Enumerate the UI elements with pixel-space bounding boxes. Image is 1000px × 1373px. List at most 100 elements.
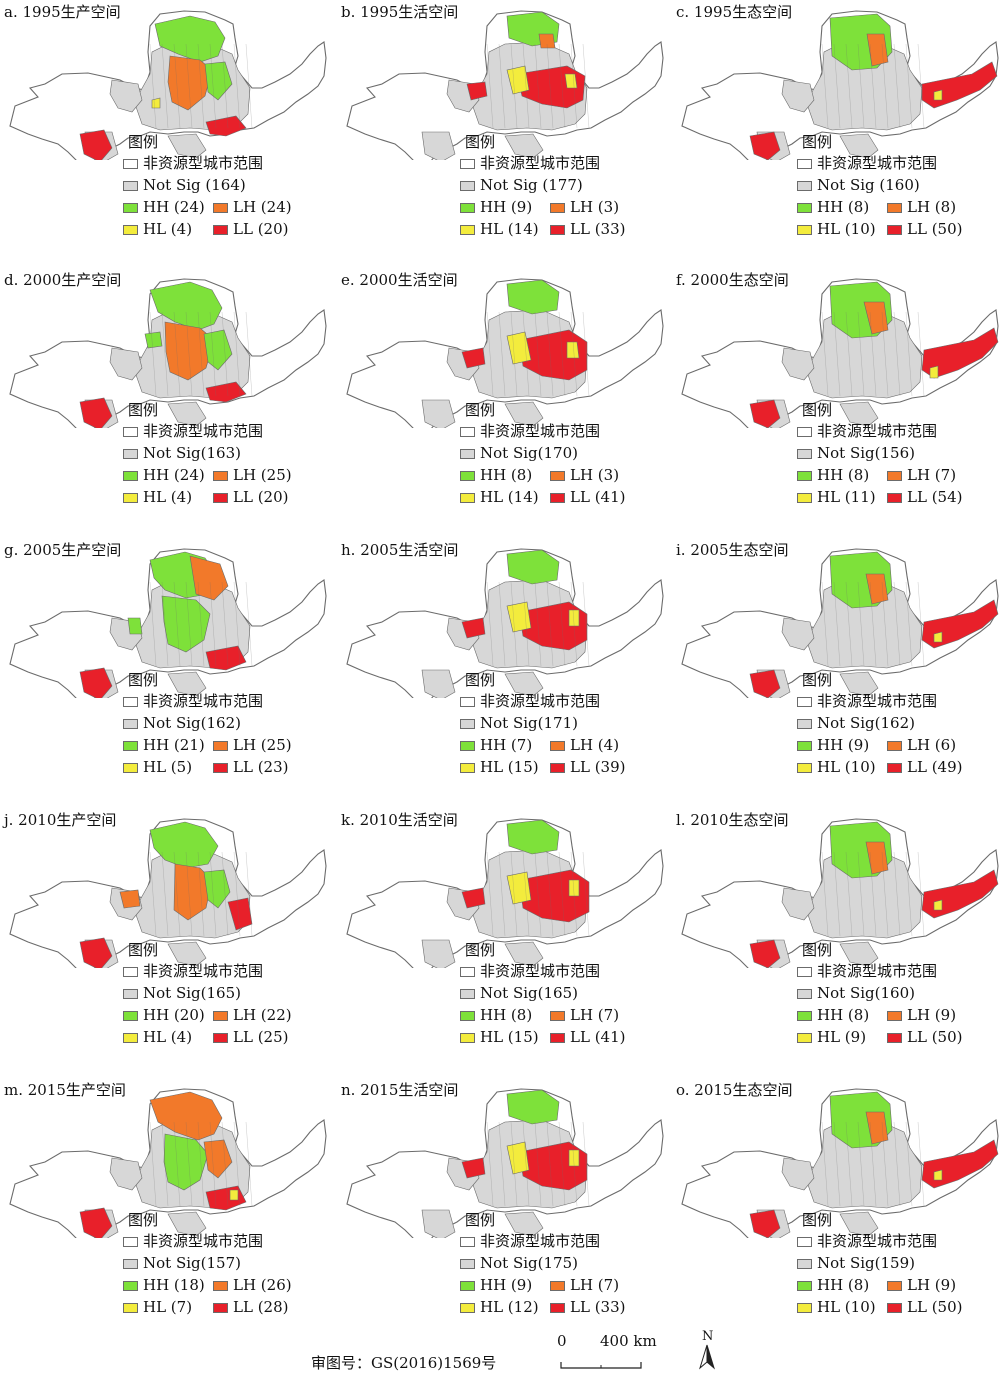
legend-ll-label: LL (25)	[233, 1028, 289, 1046]
cluster-ll-region	[79, 667, 113, 698]
legend-lh-swatch	[213, 741, 228, 751]
legend-hh: HH (8)	[460, 1005, 532, 1025]
legend-non-resource-label: 非资源型城市范围	[817, 692, 938, 710]
legend-hl: HL (10)	[797, 219, 876, 239]
legend-ll-swatch	[213, 493, 228, 503]
legend-hl-label: HL (10)	[817, 1298, 876, 1316]
legend-not-sig: Not Sig(165)	[460, 983, 578, 1003]
legend-lh-swatch	[887, 1011, 902, 1021]
legend-hh-label: HH (9)	[480, 1276, 533, 1294]
cluster-lh-region	[863, 301, 889, 335]
legend-lh: LH (7)	[550, 1005, 619, 1025]
legend-not-sig-swatch	[797, 1259, 812, 1269]
panel-title: o. 2015生态空间	[676, 1081, 793, 1099]
not-sig-region	[167, 133, 207, 159]
legend-hl: HL (4)	[123, 219, 192, 239]
not-sig-region	[839, 401, 879, 427]
legend-hh-swatch	[797, 203, 812, 213]
legend-hl-swatch	[123, 1303, 138, 1313]
legend-not-sig: Not Sig(156)	[797, 443, 915, 463]
north-arrow-icon: N	[695, 1329, 719, 1370]
legend-hl-label: HL (5)	[143, 758, 193, 776]
legend-non-resource-label: 非资源型城市范围	[480, 1232, 601, 1250]
legend-not-sig-swatch	[797, 989, 812, 999]
legend-lh: LH (25)	[213, 465, 292, 485]
legend-non-resource-label: 非资源型城市范围	[143, 962, 264, 980]
legend-ll: LL (33)	[550, 1297, 625, 1317]
legend-hh-swatch	[123, 1011, 138, 1021]
panel-title: a. 1995生产空间	[4, 3, 121, 21]
legend-ll-swatch	[213, 1303, 228, 1313]
cluster-ll-region	[466, 81, 488, 101]
legend-lh: LH (9)	[887, 1005, 956, 1025]
legend-hl-label: HL (11)	[817, 488, 876, 506]
cluster-ll-region	[79, 937, 113, 968]
legend-heading: 图例	[128, 133, 159, 151]
legend-ll-swatch	[213, 225, 228, 235]
legend-hh-label: HH (24)	[143, 466, 205, 484]
legend-hh: HH (9)	[460, 197, 532, 217]
legend-hh-swatch	[460, 1281, 475, 1291]
not-sig-region	[109, 79, 143, 113]
legend-hl-swatch	[460, 763, 475, 773]
legend-lh-label: LH (26)	[233, 1276, 292, 1294]
legend-hl: HL (4)	[123, 487, 192, 507]
legend-hh-swatch	[797, 1011, 812, 1021]
legend-not-sig-swatch	[123, 1259, 138, 1269]
legend-ll-label: LL (50)	[907, 1028, 963, 1046]
legend-heading: 图例	[802, 1211, 833, 1229]
legend-hh-label: HH (9)	[817, 736, 870, 754]
panel-title: b. 1995生活空间	[341, 3, 459, 21]
legend-non-resource-swatch	[123, 159, 138, 169]
legend-not-sig-label: Not Sig(175)	[480, 1254, 578, 1272]
legend-ll: LL (50)	[887, 219, 962, 239]
legend-non-resource: 非资源型城市范围	[460, 421, 600, 441]
scale-bar-graphic	[560, 1362, 642, 1369]
not-sig-region	[504, 133, 544, 159]
legend-hl-label: HL (12)	[480, 1298, 539, 1316]
legend-ll-swatch	[887, 1303, 902, 1313]
legend-not-sig-swatch	[460, 449, 475, 459]
legend-hh: HH (8)	[460, 465, 532, 485]
legend-lh-label: LH (25)	[233, 736, 292, 754]
cluster-hl-region	[229, 1189, 239, 1201]
legend-ll-swatch	[550, 1303, 565, 1313]
legend-hh-swatch	[797, 1281, 812, 1291]
not-sig-region	[421, 669, 456, 698]
legend-non-resource: 非资源型城市范围	[460, 153, 600, 173]
not-sig-region	[781, 887, 815, 921]
legend-non-resource: 非资源型城市范围	[123, 1231, 263, 1251]
legend-not-sig-label: Not Sig(159)	[817, 1254, 915, 1272]
legend-ll-swatch	[550, 763, 565, 773]
legend-hh-label: HH (8)	[817, 466, 870, 484]
cluster-ll-region	[461, 1157, 486, 1179]
scale-bar: 0 400 km	[545, 1332, 665, 1370]
lisa-cluster-map	[9, 818, 327, 968]
legend-non-resource: 非资源型城市范围	[797, 421, 937, 441]
legend-hh-swatch	[123, 741, 138, 751]
legend-ll: LL (39)	[550, 757, 625, 777]
legend-non-resource-swatch	[123, 967, 138, 977]
lisa-cluster-map	[681, 1088, 999, 1238]
legend-hh-swatch	[460, 741, 475, 751]
cluster-ll-region	[749, 1209, 781, 1238]
cluster-lh-region	[149, 1091, 223, 1141]
legend-heading: 图例	[465, 671, 496, 689]
legend-ll-swatch	[550, 1033, 565, 1043]
legend-lh: LH (24)	[213, 197, 292, 217]
map-panel: a. 1995生产空间 图例 非资源型城市范围 Not Sig (164) HH (24…	[0, 0, 333, 270]
legend-hh-label: HH (8)	[480, 1006, 533, 1024]
legend-hl-swatch	[123, 1033, 138, 1043]
cluster-hh-region	[506, 819, 560, 855]
legend-heading: 图例	[465, 133, 496, 151]
legend-not-sig: Not Sig (177)	[460, 175, 583, 195]
not-sig-region	[421, 1209, 456, 1238]
map-panel: i. 2005生态空间 图例 非资源型城市范围 Not Sig(162) HH (9) L…	[672, 538, 1000, 808]
legend-non-resource: 非资源型城市范围	[460, 1231, 600, 1251]
legend-non-resource-swatch	[797, 967, 812, 977]
panel-title: m. 2015生产空间	[4, 1081, 126, 1099]
legend-lh: LH (7)	[887, 465, 956, 485]
cluster-ll-region	[461, 617, 486, 639]
legend-hl: HL (15)	[460, 1027, 539, 1047]
not-sig-region	[781, 79, 815, 113]
